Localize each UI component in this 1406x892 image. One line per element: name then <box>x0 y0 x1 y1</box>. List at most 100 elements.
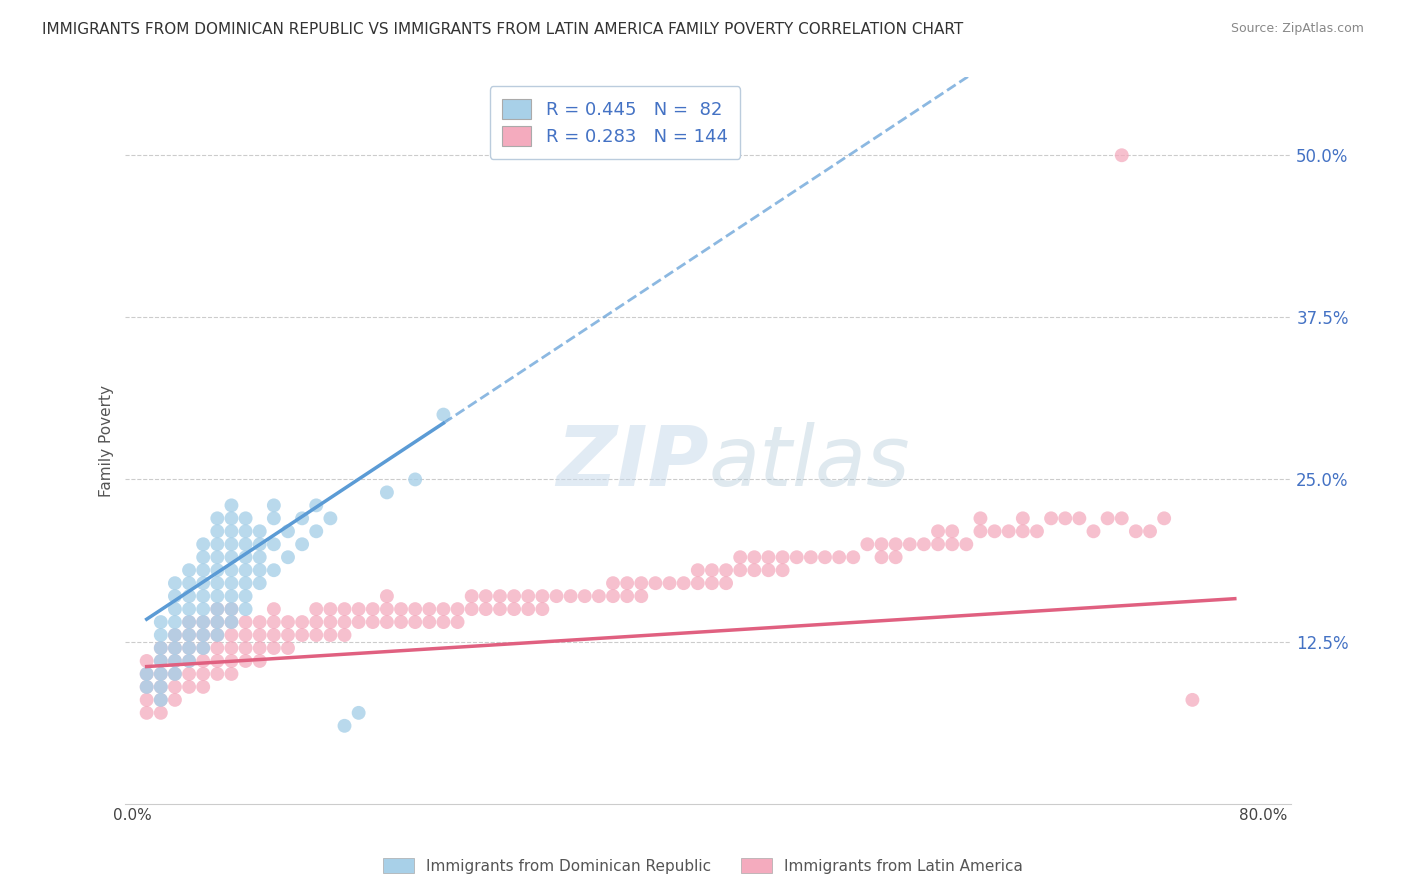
Point <box>193 640 215 655</box>
Point <box>221 640 243 655</box>
Point <box>249 654 271 668</box>
Point <box>700 563 723 577</box>
Point <box>503 589 526 603</box>
Point <box>1011 511 1033 525</box>
Point <box>969 524 991 539</box>
Point <box>1181 693 1204 707</box>
Point <box>305 524 328 539</box>
Point <box>207 654 229 668</box>
Point <box>602 589 624 603</box>
Point <box>744 550 766 565</box>
Point <box>418 615 440 629</box>
Point <box>277 524 299 539</box>
Point <box>616 589 638 603</box>
Point <box>1083 524 1105 539</box>
Point <box>460 602 482 616</box>
Legend: R = 0.445   N =  82, R = 0.283   N = 144: R = 0.445 N = 82, R = 0.283 N = 144 <box>489 87 741 159</box>
Point <box>1139 524 1161 539</box>
Point <box>305 499 328 513</box>
Point <box>686 576 709 591</box>
Point <box>249 615 271 629</box>
Point <box>941 537 963 551</box>
Point <box>177 628 200 642</box>
Point <box>503 602 526 616</box>
Point <box>658 576 681 591</box>
Point <box>588 589 610 603</box>
Point <box>884 537 907 551</box>
Point <box>686 563 709 577</box>
Point <box>149 654 172 668</box>
Point <box>1111 511 1133 525</box>
Point <box>177 628 200 642</box>
Point <box>714 576 737 591</box>
Point <box>193 576 215 591</box>
Point <box>235 550 257 565</box>
Point <box>163 640 186 655</box>
Point <box>475 589 498 603</box>
Point <box>235 576 257 591</box>
Point <box>602 576 624 591</box>
Point <box>221 576 243 591</box>
Point <box>347 615 370 629</box>
Point <box>193 563 215 577</box>
Point <box>149 615 172 629</box>
Point <box>221 628 243 642</box>
Point <box>941 524 963 539</box>
Point <box>842 550 865 565</box>
Point <box>221 511 243 525</box>
Point <box>263 499 285 513</box>
Point <box>177 654 200 668</box>
Point <box>574 589 596 603</box>
Point <box>235 654 257 668</box>
Point <box>546 589 568 603</box>
Point <box>517 602 540 616</box>
Point <box>744 563 766 577</box>
Point <box>912 537 935 551</box>
Point <box>277 550 299 565</box>
Point <box>221 563 243 577</box>
Point <box>828 550 851 565</box>
Point <box>375 602 398 616</box>
Text: Source: ZipAtlas.com: Source: ZipAtlas.com <box>1230 22 1364 36</box>
Point <box>221 654 243 668</box>
Point <box>263 615 285 629</box>
Point <box>149 680 172 694</box>
Point <box>163 576 186 591</box>
Point <box>207 628 229 642</box>
Point <box>460 589 482 603</box>
Point <box>531 589 554 603</box>
Point <box>389 602 412 616</box>
Point <box>277 615 299 629</box>
Point <box>446 602 468 616</box>
Point <box>432 408 454 422</box>
Point <box>672 576 695 591</box>
Point <box>163 615 186 629</box>
Point <box>319 615 342 629</box>
Point <box>856 537 879 551</box>
Point <box>177 615 200 629</box>
Point <box>870 537 893 551</box>
Point <box>163 628 186 642</box>
Point <box>207 550 229 565</box>
Point <box>772 563 794 577</box>
Point <box>263 628 285 642</box>
Point <box>193 628 215 642</box>
Point <box>983 524 1005 539</box>
Point <box>135 693 157 707</box>
Point <box>193 654 215 668</box>
Point <box>221 615 243 629</box>
Point <box>135 680 157 694</box>
Point <box>235 602 257 616</box>
Point <box>333 628 356 642</box>
Point <box>235 615 257 629</box>
Point <box>305 602 328 616</box>
Point <box>193 680 215 694</box>
Point <box>193 589 215 603</box>
Point <box>235 537 257 551</box>
Point <box>207 524 229 539</box>
Point <box>375 589 398 603</box>
Point <box>163 589 186 603</box>
Point <box>163 667 186 681</box>
Point <box>235 511 257 525</box>
Point <box>149 680 172 694</box>
